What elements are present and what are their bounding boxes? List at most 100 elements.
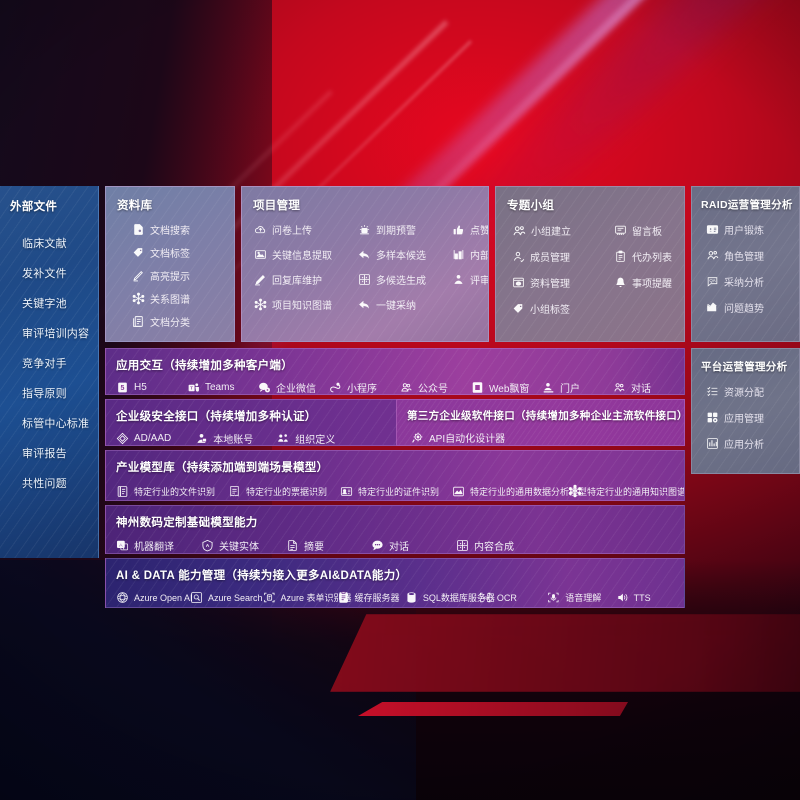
industry-item-file-recognition[interactable]: 特定行业的文件识别 xyxy=(116,485,228,498)
raid-item-adoption-analysis[interactable]: QA 采纳分析 xyxy=(706,274,799,289)
svg-text:A: A xyxy=(206,543,210,549)
app-item-h5[interactable]: 5 H5 xyxy=(116,381,187,394)
sidebar-item-clinical-literature[interactable]: 临床文献 xyxy=(22,238,67,250)
sidebar-item-competitors[interactable]: 竞争对手 xyxy=(22,358,67,370)
base-item-content-synthesis[interactable]: 内容合成 xyxy=(456,538,541,553)
security-item-local-account[interactable]: 本地账号 xyxy=(195,431,253,445)
team-title: 专题小组 xyxy=(507,200,555,212)
panel-library: 资料库 文档搜索 文档标签 高亮提示 关系图谱 文档分类 xyxy=(105,186,235,342)
expand-grid-icon xyxy=(358,273,371,286)
band-ai-data-capability: AI & DATA 能力管理（持续为接入更多AI&DATA能力） Azure O… xyxy=(105,558,685,608)
industry-item-receipt-recognition[interactable]: 特定行业的票据识别 xyxy=(228,485,340,498)
sidebar-item-common-issues[interactable]: 共性问题 xyxy=(22,478,67,490)
raid-item-user-training[interactable]: 用户锻炼 xyxy=(706,222,799,237)
project-item-expert-ranking[interactable]: 内部专家排名 xyxy=(452,247,488,262)
sidebar-item-supplement-docs[interactable]: 发补文件 xyxy=(22,268,67,280)
project-item-questionnaire-upload[interactable]: 问卷上传 xyxy=(254,222,354,237)
sidebar-item-review-training[interactable]: 审评培训内容 xyxy=(22,328,90,340)
message-board-icon xyxy=(614,224,627,237)
platform-item-label: 资源分配 xyxy=(724,388,764,399)
base-item-machine-translation[interactable]: A 机器翻译 xyxy=(116,538,201,553)
industry-item-label: 特定行业的文件识别 xyxy=(134,486,216,497)
platform-item-resource-allocation[interactable]: 资源分配 xyxy=(706,384,799,399)
project-item-label: 多候选生成 xyxy=(376,276,426,287)
ai-item-label: 缓存服务器 xyxy=(354,593,400,603)
team-item-reminder[interactable]: 事项提醒 xyxy=(614,275,684,290)
checklist-icon xyxy=(706,385,719,398)
raid-item-role-management[interactable]: 角色管理 xyxy=(706,248,799,263)
project-item-one-click-adopt[interactable]: 一键采纳 xyxy=(358,297,448,312)
project-item-multi-sample-candidate[interactable]: 多样本候选 xyxy=(358,247,448,262)
app-item-wechat-work[interactable]: 企业微信 xyxy=(258,380,329,394)
platform-item-label: 应用管理 xyxy=(724,414,764,425)
library-item-relation-graph[interactable]: 关系图谱 xyxy=(132,291,234,306)
team-item-material-management[interactable]: 资料管理 xyxy=(512,275,610,290)
library-item-highlight[interactable]: 高亮提示 xyxy=(132,268,234,283)
sidebar-item-review-report[interactable]: 审评报告 xyxy=(22,448,67,460)
library-item-doc-tag[interactable]: 文档标签 xyxy=(132,245,234,260)
ai-item-form-recognizer[interactable]: Azure 表单识别器 xyxy=(263,591,352,604)
app-item-label: 对话 xyxy=(631,384,651,395)
app-item-portal[interactable]: 门户 xyxy=(542,380,613,394)
pen-maintain-icon xyxy=(254,273,267,286)
platform-item-app-analysis[interactable]: 应用分析 xyxy=(706,436,799,451)
sidebar-item-keyword-pool[interactable]: 关键字池 xyxy=(22,298,67,310)
platform-item-app-management[interactable]: 应用管理 xyxy=(706,410,799,425)
project-item-knowledge-graph[interactable]: 项目知识图谱 xyxy=(254,297,354,312)
apps-grid-icon xyxy=(706,411,719,424)
platform-item-list: 资源分配 应用管理 应用分析 xyxy=(706,384,799,451)
team-item-group-tag[interactable]: 小组标签 xyxy=(512,301,610,316)
app-item-dialog[interactable]: 对话 xyxy=(613,380,684,395)
project-item-multi-candidate-gen[interactable]: 多候选生成 xyxy=(358,272,448,287)
raid-item-list: 用户锻炼 角色管理 QA 采纳分析 问题趋势 xyxy=(706,222,799,315)
band-industry-model-library: 产业模型库（持续添加端到端场景模型） 特定行业的文件识别 特定行业的票据识别 特… xyxy=(105,450,685,501)
app-item-teams[interactable]: T Teams xyxy=(187,381,258,394)
trend-chart-icon xyxy=(706,301,719,314)
security-item-organization[interactable]: 组织定义 xyxy=(277,431,335,445)
ai-item-cache-server[interactable]: 缓存服务器 xyxy=(337,591,405,604)
sidebar-item-guiding-principles[interactable]: 指导原则 xyxy=(22,388,67,400)
ai-item-speech-understanding[interactable]: 语音理解 xyxy=(547,591,615,604)
ai-item-azure-search[interactable]: Azure Search xyxy=(190,591,263,604)
sidebar-item-standards-center[interactable]: 标管中心标准 xyxy=(22,418,90,430)
third-party-item-api-designer[interactable]: API自动化设计器 xyxy=(411,430,684,445)
app-item-official-account[interactable]: 公众号 xyxy=(400,380,471,394)
industry-item-label: 特定行业的证件识别 xyxy=(358,486,440,497)
ai-item-azure-open-ai[interactable]: Azure Open AI xyxy=(116,591,193,604)
project-item-reply-library[interactable]: 回复库维护 xyxy=(254,272,354,287)
security-item-ad-aad[interactable]: AD/AAD xyxy=(116,432,171,445)
industry-item-label: 特定行业的票据识别 xyxy=(246,486,328,497)
app-item-mini-program[interactable]: 小程序 xyxy=(329,380,400,394)
base-item-dialog[interactable]: 对话 xyxy=(371,538,456,553)
base-item-label: 摘要 xyxy=(304,542,324,553)
app-item-web-window[interactable]: Web飘窗 xyxy=(471,380,542,394)
team-item-message-board[interactable]: 留言板 xyxy=(614,223,684,238)
base-item-summary[interactable]: 摘要 xyxy=(286,538,371,553)
base-item-key-entity[interactable]: A 关键实体 xyxy=(201,538,286,553)
industry-item-knowledge-graph-model[interactable]: 特定行业的通用知识图谱模型 xyxy=(568,484,684,498)
raid-item-issue-trend[interactable]: 问题趋势 xyxy=(706,300,799,315)
form-recognizer-icon xyxy=(263,591,276,604)
ai-item-sql-database-server[interactable]: SQL数据库服务器 xyxy=(405,591,495,604)
third-party-item-label: API自动化设计器 xyxy=(429,434,506,445)
team-item-todo-list[interactable]: 代办列表 xyxy=(614,249,684,264)
project-item-label: 一键采纳 xyxy=(376,301,416,312)
team-item-create-group[interactable]: 小组建立 xyxy=(512,223,610,238)
team-item-member-management[interactable]: 成员管理 xyxy=(512,249,610,264)
project-item-key-info-extract[interactable]: 关键信息提取 xyxy=(254,247,354,262)
project-item-reviewer-profile[interactable]: 评审员画像 xyxy=(452,272,488,287)
ai-item-ocr[interactable]: OCR OCR xyxy=(479,591,547,604)
industry-item-data-analysis-model[interactable]: 特定行业的通用数据分析模型 xyxy=(452,485,587,498)
library-item-doc-search[interactable]: 文档搜索 xyxy=(132,222,234,237)
platform-item-label: 应用分析 xyxy=(724,440,764,451)
library-item-doc-category[interactable]: 文档分类 xyxy=(132,314,234,329)
dialog-group-icon xyxy=(613,381,626,394)
project-item-expiry-alert[interactable]: 到期预警 xyxy=(358,222,448,237)
project-item-like-thanks[interactable]: 点赞感谢 xyxy=(452,222,488,237)
band-app-interaction: 应用交互（持续增加多种客户端） 5 H5 T Teams 企业微信 小程序 公众… xyxy=(105,348,685,395)
app-band-item-list: 5 H5 T Teams 企业微信 小程序 公众号 Web飘窗 xyxy=(116,380,684,395)
industry-item-id-recognition[interactable]: 特定行业的证件识别 xyxy=(340,485,452,498)
teams-icon: T xyxy=(187,381,200,394)
ai-item-tts[interactable]: TTS xyxy=(616,591,684,604)
receipt-recognize-icon xyxy=(228,485,241,498)
